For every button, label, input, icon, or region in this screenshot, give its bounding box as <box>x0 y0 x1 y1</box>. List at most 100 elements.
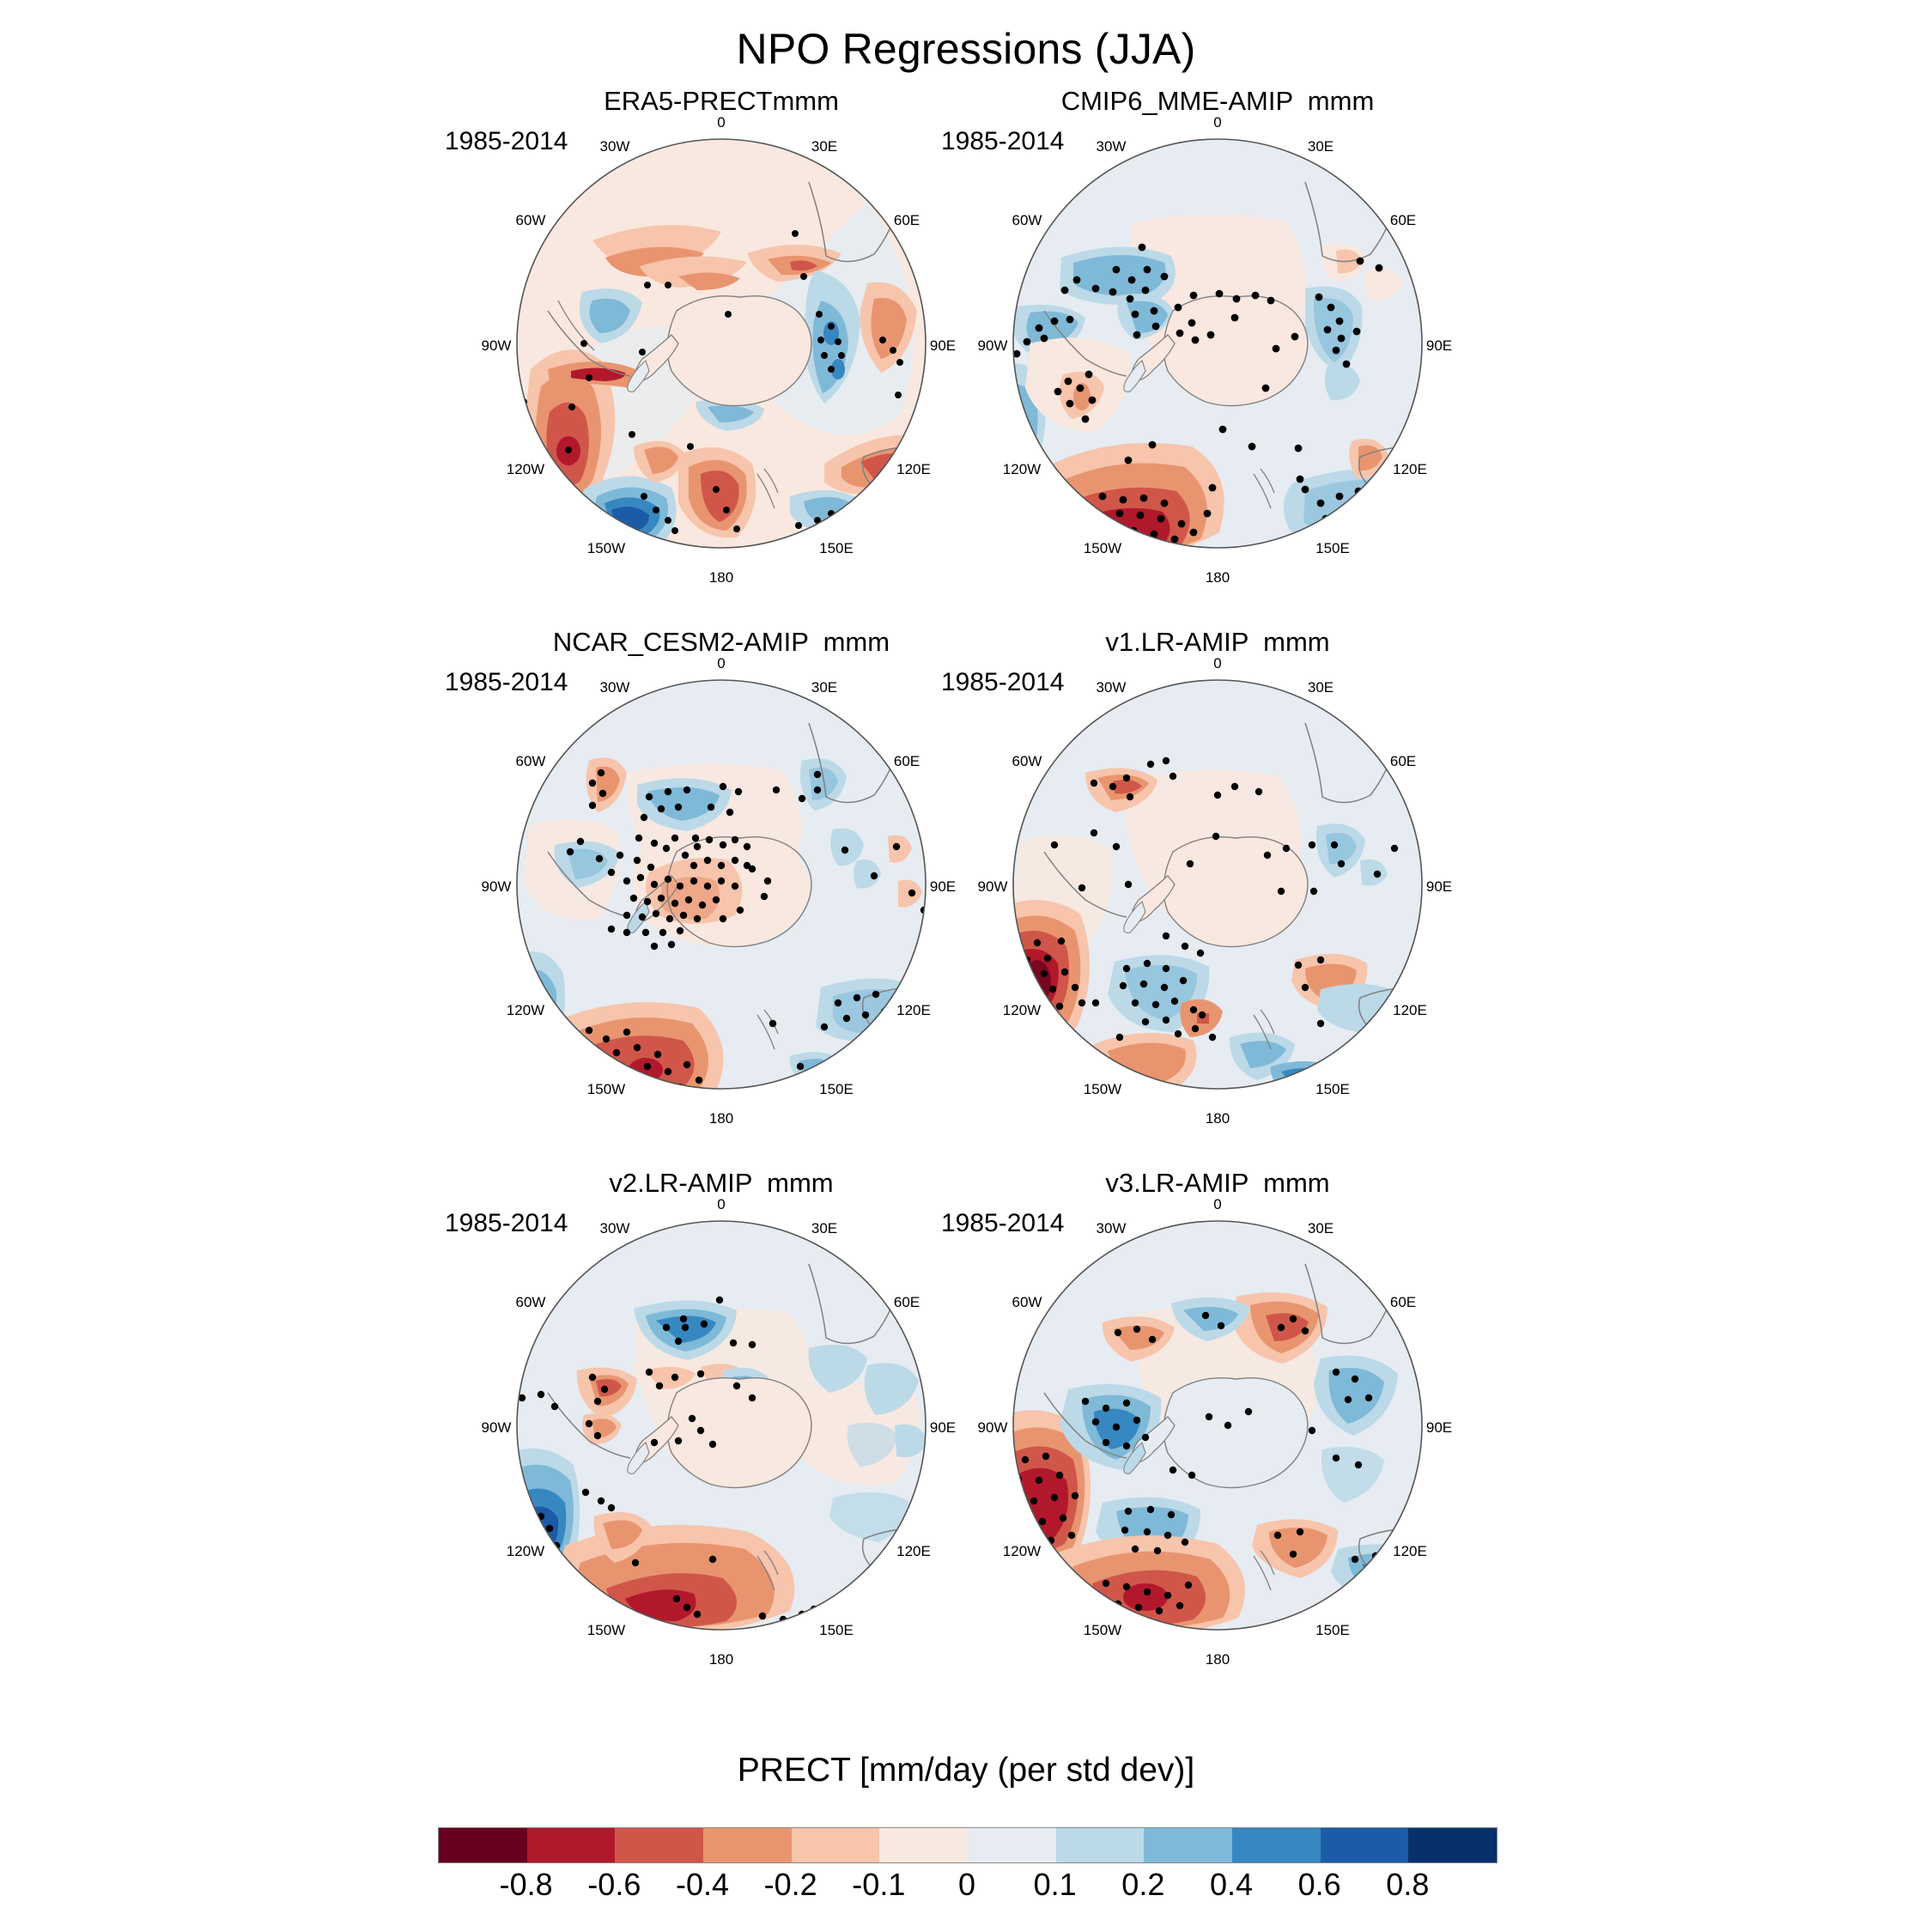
stipple-dots <box>1013 756 1399 1089</box>
colorbar-cell-0 <box>439 1828 527 1862</box>
svg-text:90E: 90E <box>1426 1419 1452 1436</box>
svg-text:60E: 60E <box>894 753 920 769</box>
svg-text:120W: 120W <box>507 1543 544 1559</box>
svg-text:60W: 60W <box>516 1294 546 1310</box>
panel-title: v3.LR-AMIP mmm <box>1105 1168 1330 1198</box>
colorbar-cell-1 <box>526 1828 616 1862</box>
panel-title: ERA5-PRECTmmm <box>604 86 839 116</box>
colorbar-tick-5: 0 <box>957 1867 976 1902</box>
svg-text:60W: 60W <box>516 212 546 228</box>
svg-text:180: 180 <box>709 569 733 586</box>
svg-text:90W: 90W <box>978 1419 1008 1436</box>
svg-text:30E: 30E <box>811 138 837 155</box>
svg-text:180: 180 <box>1206 1110 1230 1127</box>
svg-text:90W: 90W <box>482 337 512 354</box>
svg-text:30E: 30E <box>1308 679 1334 696</box>
svg-text:60W: 60W <box>1012 753 1042 769</box>
colorbar-cell-11 <box>1408 1828 1498 1862</box>
svg-text:150E: 150E <box>1315 1622 1350 1638</box>
svg-text:150E: 150E <box>819 1622 854 1638</box>
svg-text:0: 0 <box>717 1196 725 1212</box>
svg-text:120W: 120W <box>507 461 544 477</box>
svg-text:0: 0 <box>1213 655 1221 671</box>
svg-text:150W: 150W <box>1084 1081 1121 1097</box>
colorbar-tick-4: -0.1 <box>852 1867 906 1902</box>
panel-period: 1985-2014 <box>445 127 568 155</box>
panel-title: CMIP6_MME-AMIP mmm <box>1060 86 1375 116</box>
svg-text:120W: 120W <box>1003 1002 1041 1018</box>
svg-text:120W: 120W <box>1003 461 1041 477</box>
svg-text:30E: 30E <box>1308 138 1334 155</box>
colorbar-tick-6: 0.1 <box>1033 1867 1077 1902</box>
panel-cmip6-mme-amip: CMIP6_MME-AMIP mmm 1985-2014 <box>917 86 1518 618</box>
panel-title: v1.LR-AMIP mmm <box>1105 627 1330 657</box>
svg-text:180: 180 <box>709 1651 733 1668</box>
colorbar-cell-4 <box>791 1828 880 1862</box>
panel-title: NCAR_CESM2-AMIP mmm <box>552 627 890 657</box>
svg-text:30W: 30W <box>600 138 630 155</box>
svg-text:150W: 150W <box>1084 1622 1121 1638</box>
panel-period: 1985-2014 <box>445 668 568 696</box>
svg-text:30W: 30W <box>1097 138 1127 155</box>
svg-text:0: 0 <box>1213 1196 1221 1212</box>
svg-text:120W: 120W <box>507 1002 544 1018</box>
svg-text:150W: 150W <box>587 540 625 556</box>
colorbar-cell-9 <box>1232 1828 1321 1862</box>
svg-text:90E: 90E <box>930 1419 956 1436</box>
svg-text:150E: 150E <box>1315 540 1350 556</box>
svg-text:180: 180 <box>1206 1651 1230 1668</box>
svg-text:30W: 30W <box>600 679 630 696</box>
colorbar-tick-9: 0.6 <box>1297 1867 1341 1902</box>
colorbar-tick-1: -0.6 <box>587 1867 641 1902</box>
panel-era5-prect: ERA5-PRECTmmm 1985-2014 <box>421 86 1022 618</box>
colorbar-cell-2 <box>615 1828 704 1862</box>
svg-text:150W: 150W <box>587 1081 625 1097</box>
svg-text:60W: 60W <box>516 753 546 769</box>
panel-v1-lr-amip: v1.LR-AMIP mmm 1985-2014 <box>917 627 1518 1159</box>
figure-title: NPO Regressions (JJA) <box>736 25 1196 73</box>
svg-text:30E: 30E <box>811 679 837 696</box>
polar-map-v2lr: 0 30E 60E 90E 120E 150E 180 150W 120W 90… <box>482 1196 957 1668</box>
svg-text:150W: 150W <box>587 1622 625 1638</box>
colorbar-tick-8: 0.4 <box>1209 1867 1254 1902</box>
svg-text:30W: 30W <box>1097 1220 1127 1236</box>
svg-text:60E: 60E <box>894 1294 920 1310</box>
colorbar-cell-10 <box>1320 1828 1409 1862</box>
svg-text:120E: 120E <box>896 1002 931 1018</box>
panel-period: 1985-2014 <box>941 1209 1065 1237</box>
colorbar-tick-0: -0.8 <box>499 1867 553 1902</box>
panel-period: 1985-2014 <box>941 668 1065 696</box>
svg-text:150W: 150W <box>1084 540 1121 556</box>
svg-text:30W: 30W <box>600 1220 630 1236</box>
svg-text:0: 0 <box>1213 114 1221 131</box>
colorbar-title: PRECT [mm/day (per std dev)] <box>737 1752 1195 1789</box>
svg-text:60E: 60E <box>1390 753 1416 769</box>
svg-text:60E: 60E <box>1390 1294 1416 1310</box>
panel-v2-lr-amip: v2.LR-AMIP mmm 1985-2014 <box>421 1168 1022 1700</box>
polar-map-cmip6: 0 30E 60E 90E 120E 150E 180 150W 120W 90… <box>978 114 1453 586</box>
colorbar-tick-10: 0.8 <box>1386 1867 1430 1902</box>
colorbar-tick-2: -0.4 <box>675 1867 730 1902</box>
svg-text:60W: 60W <box>1012 212 1042 228</box>
colorbar-cell-3 <box>703 1828 792 1862</box>
svg-text:60E: 60E <box>1390 212 1416 228</box>
svg-text:90E: 90E <box>930 878 956 895</box>
svg-text:90E: 90E <box>1426 878 1452 895</box>
svg-text:150E: 150E <box>819 1081 854 1097</box>
svg-text:120E: 120E <box>1393 461 1427 477</box>
svg-text:90W: 90W <box>978 337 1008 354</box>
panel-v3-lr-amip: v3.LR-AMIP mmm 1985-2014 <box>917 1168 1518 1700</box>
colorbar-tick-labels: -0.8 -0.6 -0.4 -0.2 -0.1 0 0.1 0.2 0.4 0.6 0.8 <box>438 1867 1496 1918</box>
svg-text:120E: 120E <box>896 461 931 477</box>
svg-text:30W: 30W <box>1097 679 1127 696</box>
colorbar-tick-7: 0.2 <box>1121 1867 1165 1902</box>
svg-text:120E: 120E <box>1393 1543 1427 1559</box>
panel-period: 1985-2014 <box>445 1209 568 1237</box>
svg-text:90W: 90W <box>978 878 1008 895</box>
svg-text:30E: 30E <box>1308 1220 1334 1236</box>
svg-text:60W: 60W <box>1012 1294 1042 1310</box>
colorbar: PRECT [mm/day (per std dev)] -0.8 -0.6 -0.… <box>0 1752 1932 1932</box>
svg-text:120W: 120W <box>1003 1543 1041 1559</box>
svg-text:0: 0 <box>717 114 725 131</box>
